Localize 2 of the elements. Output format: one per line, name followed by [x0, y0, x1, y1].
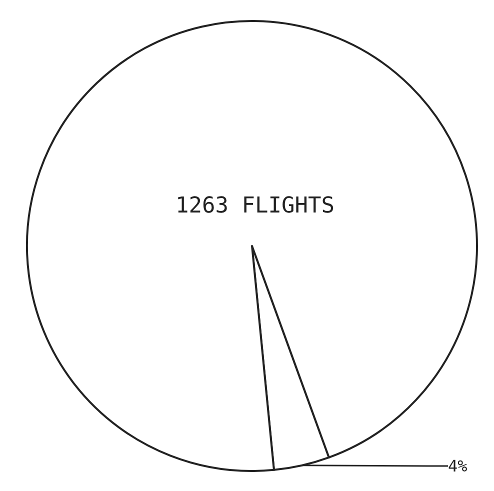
data-label: 4%: [448, 456, 468, 476]
text: 1263 FLIGHTS: [176, 194, 334, 218]
